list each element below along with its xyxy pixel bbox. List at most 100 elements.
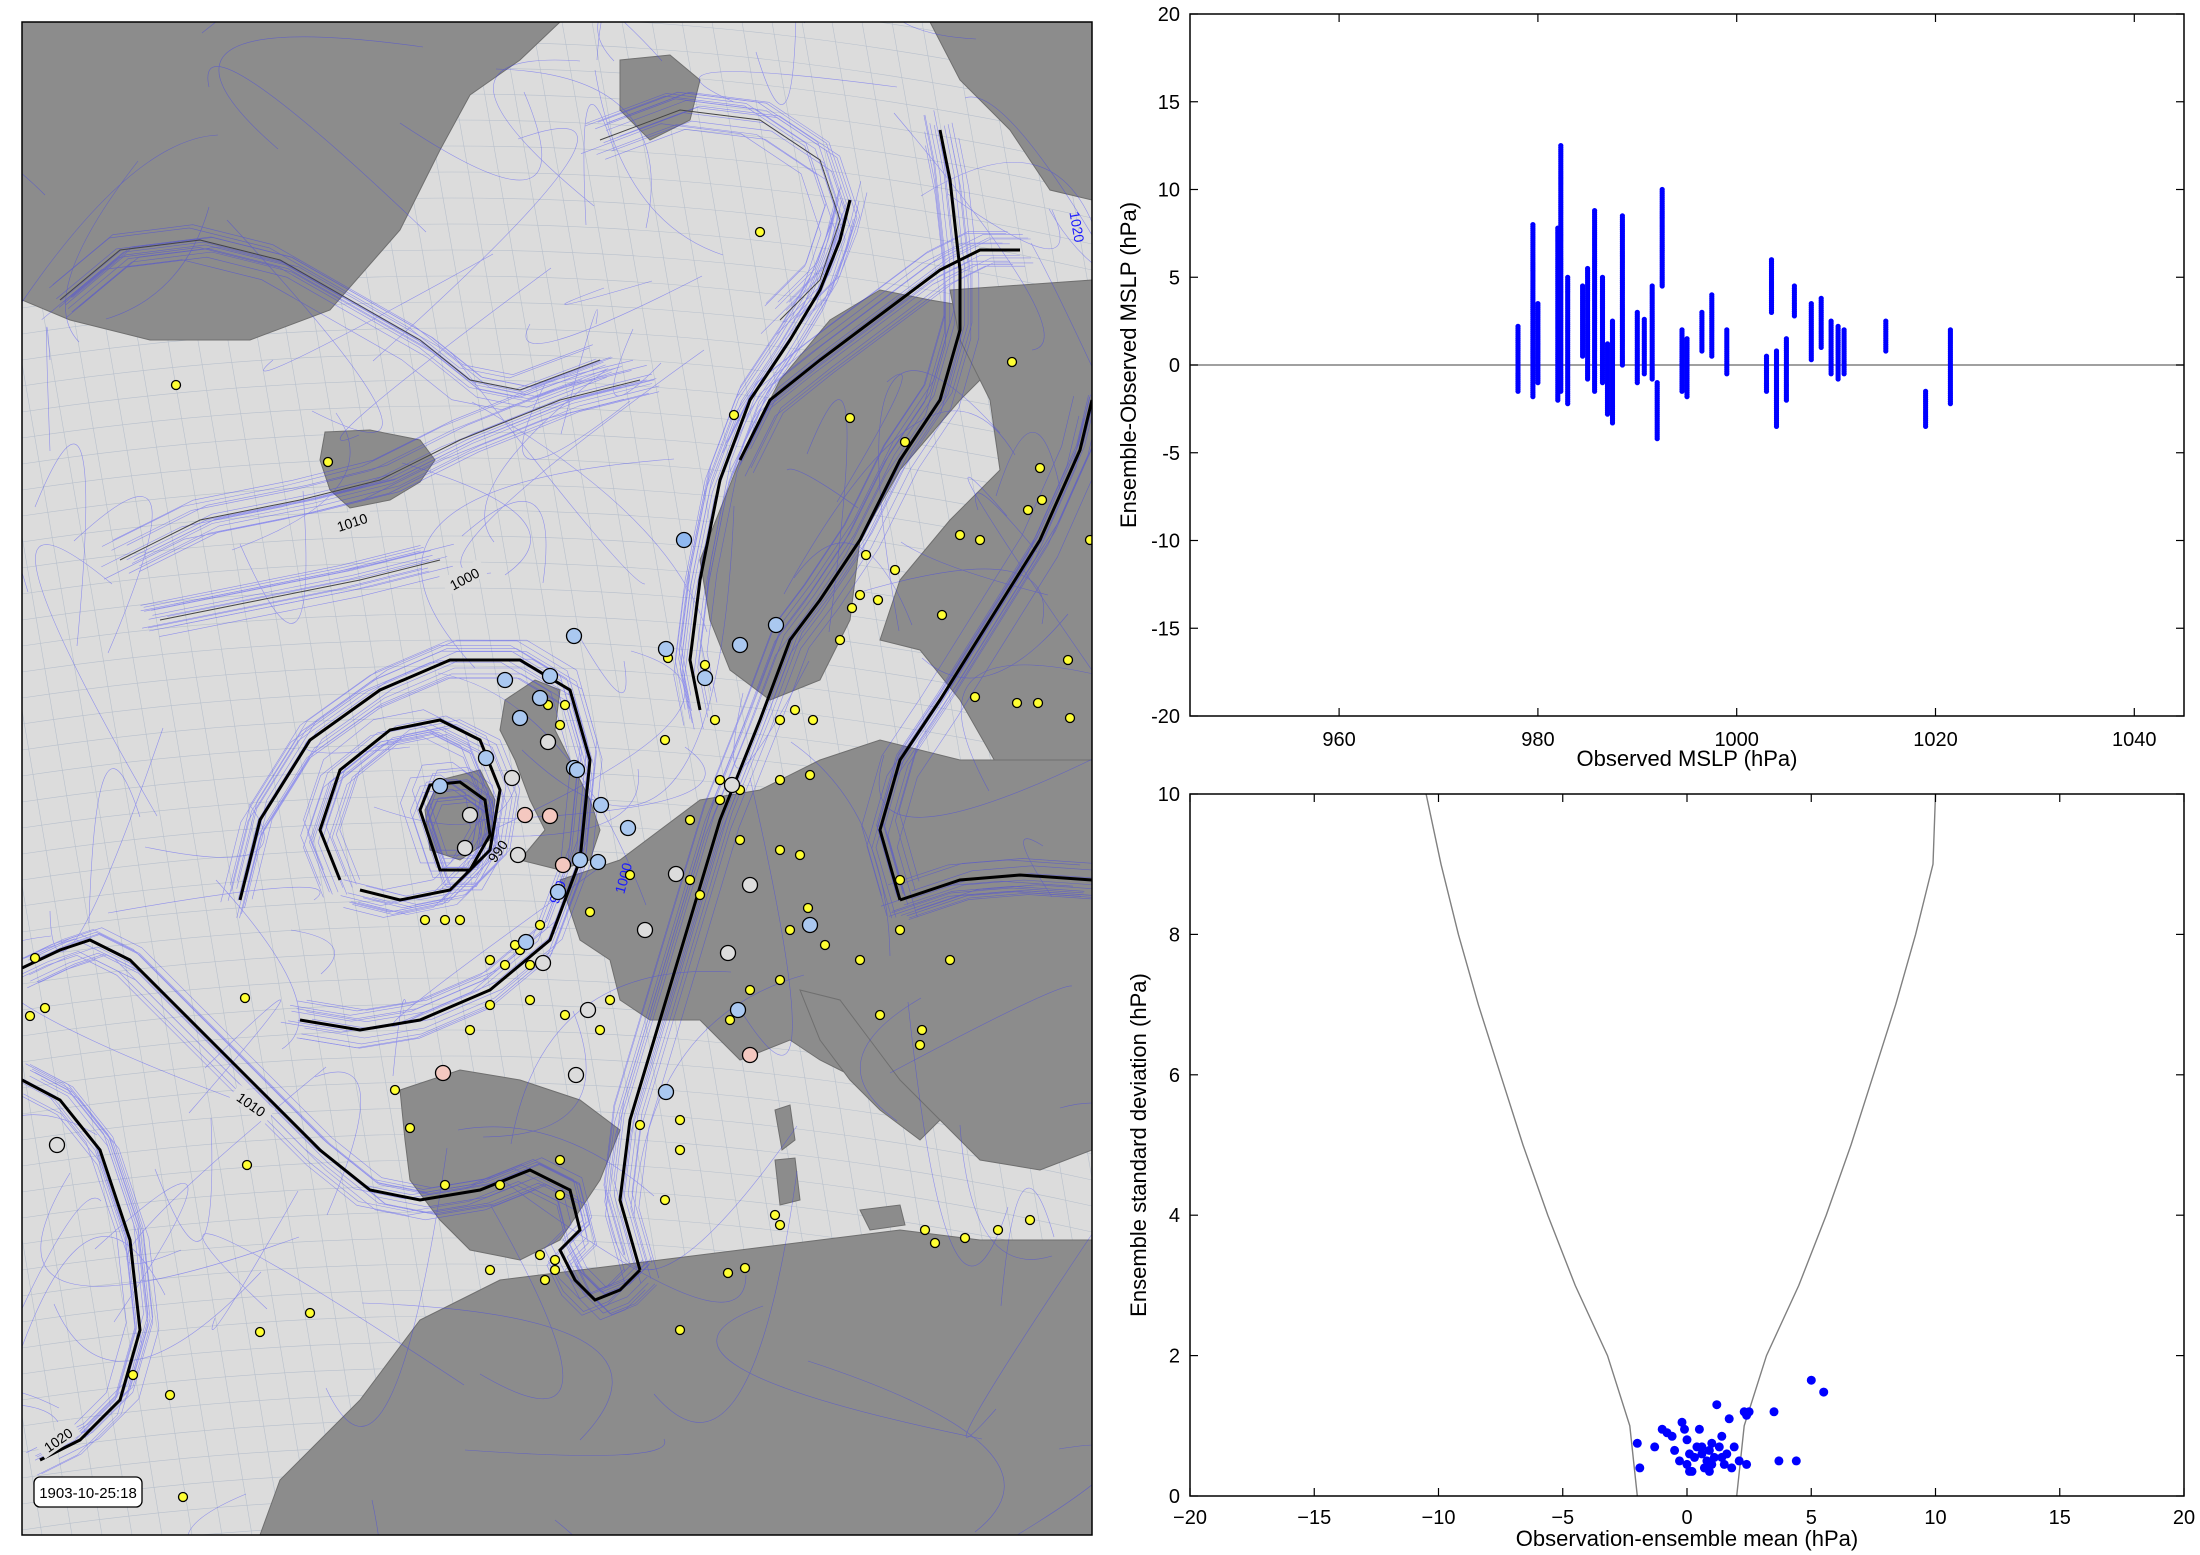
ensemble-isobar bbox=[126, 379, 647, 561]
chart2-point bbox=[1632, 1438, 1642, 1448]
ensemble-isobar bbox=[465, 746, 706, 821]
ensemble-isobar bbox=[580, 123, 822, 334]
ensemble-isobar bbox=[78, 246, 620, 398]
station-marker bbox=[127, 1369, 139, 1381]
ensemble-isobar bbox=[188, 999, 281, 1114]
ensemble-isobar bbox=[653, 1170, 798, 1423]
ensemble-isobar bbox=[633, 974, 805, 1217]
station-marker bbox=[674, 1324, 686, 1336]
station-marker bbox=[1036, 494, 1048, 506]
chart2-y-axis-label: Ensemble standard deviation (hPa) bbox=[1126, 973, 1151, 1317]
station-marker-large bbox=[589, 853, 607, 871]
station-marker-large bbox=[503, 769, 521, 787]
ensemble-isobar bbox=[836, 373, 903, 503]
chart2-point bbox=[1819, 1387, 1829, 1397]
ensemble-isobar bbox=[25, 929, 644, 1290]
ensemble-isobar bbox=[678, 198, 839, 709]
station-marker bbox=[919, 1224, 931, 1236]
ensemble-isobar bbox=[33, 927, 653, 1289]
ensemble-isobar bbox=[604, 131, 945, 1272]
ensemble-isobar bbox=[680, 185, 842, 696]
chart2-point bbox=[1635, 1463, 1645, 1473]
chart2-point bbox=[1734, 1456, 1744, 1466]
station-marker bbox=[439, 914, 451, 926]
ensemble-isobar bbox=[147, 567, 429, 629]
ensemble-isobar bbox=[27, 959, 646, 1321]
ensemble-isobar bbox=[71, 251, 612, 403]
ensemble-isobar bbox=[752, 262, 1034, 474]
ensemble-isobar bbox=[790, 741, 891, 957]
ensemble-isobar bbox=[611, 120, 852, 332]
station-marker bbox=[709, 714, 721, 726]
landmasses bbox=[22, 22, 1092, 1535]
station-marker bbox=[1064, 712, 1076, 724]
chart1-point bbox=[1649, 283, 1655, 289]
station-marker-large bbox=[741, 1046, 759, 1064]
station-marker-large bbox=[496, 671, 514, 689]
station-marker bbox=[439, 1179, 451, 1191]
chart1-y-tick-label: -20 bbox=[1151, 706, 1180, 728]
grid-line bbox=[1011, 22, 1092, 481]
station-marker bbox=[484, 954, 496, 966]
land-novaya bbox=[929, 22, 1092, 201]
timestamp-label: 1903-10-25:18 bbox=[39, 1485, 137, 1502]
station-marker bbox=[694, 889, 706, 901]
ensemble-isobar bbox=[159, 576, 440, 637]
station-marker bbox=[774, 974, 786, 986]
ensemble-isobar bbox=[46, 326, 51, 452]
ensemble-isobar bbox=[681, 212, 843, 723]
chart1-point bbox=[1634, 309, 1640, 315]
observation-stations bbox=[24, 226, 1092, 1503]
station-marker bbox=[894, 924, 906, 936]
grid-line bbox=[22, 534, 193, 1535]
ensemble-isobar bbox=[681, 200, 842, 712]
ensemble-isobar bbox=[148, 559, 429, 620]
station-marker-large bbox=[516, 806, 534, 824]
ensemble-isobar bbox=[493, 59, 595, 207]
mean-isobar bbox=[22, 1078, 142, 1462]
grid-line bbox=[22, 1059, 103, 1535]
land-iceland bbox=[319, 429, 436, 509]
ensemble-isobar bbox=[173, 543, 454, 605]
ensemble-isobar bbox=[401, 462, 531, 576]
station-marker bbox=[774, 714, 786, 726]
chart2-point bbox=[1717, 1431, 1727, 1441]
station-marker bbox=[404, 1122, 416, 1134]
thin-isobar bbox=[599, 109, 841, 321]
ensemble-isobar bbox=[126, 1066, 327, 1265]
land-svalbard bbox=[619, 54, 701, 141]
ensemble-isobar bbox=[698, 200, 860, 712]
ensemble-isobar bbox=[421, 458, 675, 669]
ensemble-isobar bbox=[692, 218, 854, 730]
chart1-point bbox=[1585, 265, 1591, 272]
station-marker bbox=[794, 849, 806, 861]
chart2-point bbox=[1667, 1431, 1677, 1441]
ensemble-isobar bbox=[920, 162, 1092, 224]
ensemble-isobar bbox=[909, 892, 1092, 919]
station-marker bbox=[954, 529, 966, 541]
ensemble-isobar bbox=[891, 887, 1084, 914]
ensemble-isobar bbox=[866, 415, 1080, 916]
ensemble-isobar bbox=[583, 103, 615, 226]
ensemble-isobar bbox=[101, 386, 622, 568]
ensemble-isobar bbox=[339, 267, 552, 441]
chart1-y-tick-label: 20 bbox=[1158, 4, 1180, 26]
station-marker bbox=[389, 1084, 401, 1096]
ensemble-isobar bbox=[400, 774, 471, 864]
chart2-x-tick-label: −15 bbox=[1297, 1507, 1331, 1529]
ensemble-isobar bbox=[231, 412, 351, 551]
ensemble-isobar bbox=[859, 997, 922, 1122]
chart2-x-tick-label: 0 bbox=[1681, 1507, 1692, 1529]
ensemble-isobar bbox=[244, 667, 595, 1039]
ensemble-isobar bbox=[1030, 242, 1092, 368]
ensemble-isobar bbox=[595, 98, 836, 310]
station-marker-large bbox=[729, 1001, 747, 1019]
ensemble-isobar bbox=[500, 1178, 747, 1303]
station-marker bbox=[604, 994, 616, 1006]
ensemble-isobar bbox=[584, 95, 826, 307]
ensemble-isobar bbox=[464, 1438, 666, 1456]
ensemble-isobar bbox=[361, 1302, 613, 1441]
ensemble-isobar bbox=[226, 219, 383, 433]
station-marker bbox=[744, 984, 756, 996]
ensemble-isobar bbox=[716, 1305, 983, 1440]
